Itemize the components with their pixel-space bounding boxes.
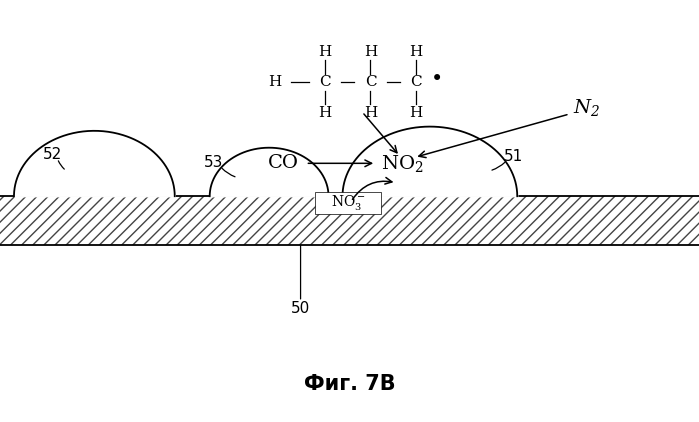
Text: C: C xyxy=(319,75,331,89)
Text: 50: 50 xyxy=(291,300,310,316)
Text: H: H xyxy=(364,106,377,120)
Text: $\mathregular{NO_3^-}$: $\mathregular{NO_3^-}$ xyxy=(331,193,366,213)
Text: H: H xyxy=(364,45,377,59)
Text: H: H xyxy=(319,45,331,59)
Text: $\mathregular{NO_2}$: $\mathregular{NO_2}$ xyxy=(381,153,423,174)
Text: 52: 52 xyxy=(43,146,62,162)
Text: H: H xyxy=(410,45,422,59)
Text: H: H xyxy=(268,75,281,89)
FancyBboxPatch shape xyxy=(315,192,381,214)
Text: Фиг. 7B: Фиг. 7B xyxy=(303,374,396,394)
Text: C: C xyxy=(410,75,421,89)
Text: H: H xyxy=(410,106,422,120)
Text: CO: CO xyxy=(268,154,298,172)
Text: 53: 53 xyxy=(203,155,223,170)
Text: H: H xyxy=(319,106,331,120)
Text: $\mathregular{N_2}$: $\mathregular{N_2}$ xyxy=(573,97,601,118)
Text: •: • xyxy=(431,70,443,89)
Bar xyxy=(0,196,699,245)
Text: C: C xyxy=(365,75,376,89)
Text: 51: 51 xyxy=(504,149,524,164)
